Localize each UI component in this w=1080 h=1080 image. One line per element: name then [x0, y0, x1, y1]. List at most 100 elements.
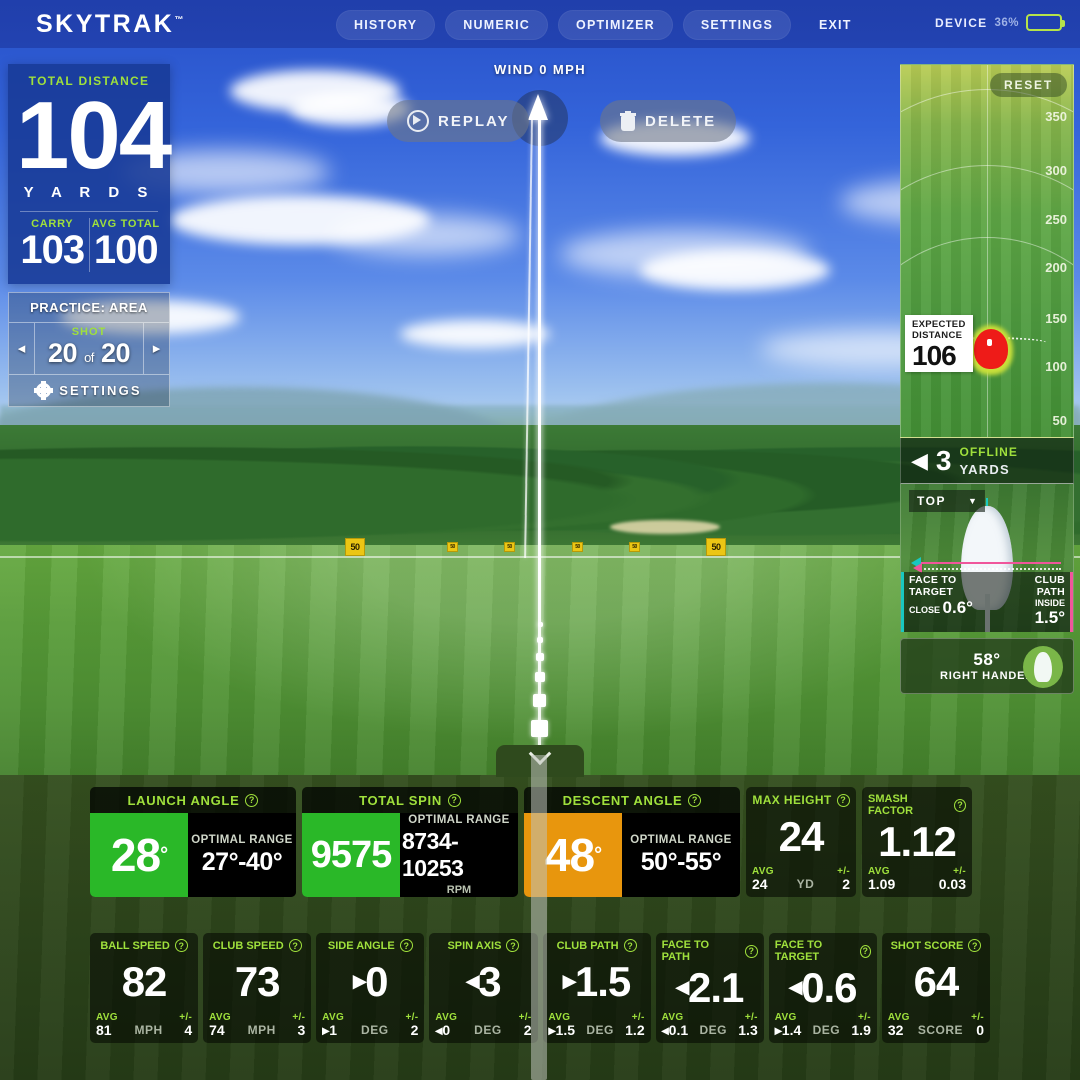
range-tick-250: 250 [1045, 212, 1067, 227]
practice-settings-button[interactable]: SETTINGS [9, 375, 169, 406]
divider [88, 218, 90, 272]
club-speed-label: CLUB SPEED [212, 939, 284, 952]
pm-block: +/- 0 [971, 1011, 984, 1039]
help-icon[interactable]: ? [447, 793, 461, 807]
bounce-dot [533, 694, 546, 707]
club-path-readout: CLUB PATH INSIDE 1.5° [1001, 572, 1073, 632]
direction-icon: ▸ [562, 965, 576, 996]
right-panel: 350 300 250 200 150 100 50 RESET EXPECTE… [900, 64, 1074, 694]
metric-card-side-angle[interactable]: SIDE ANGLE? ▸ 0 AVG ▸1 DEG +/- 2 [316, 933, 425, 1043]
help-icon[interactable]: ? [506, 939, 520, 952]
club-selection-card[interactable]: 58° RIGHT HANDED [900, 638, 1074, 694]
avg-direction-icon: ◂ [661, 1022, 669, 1039]
practice-mode-label: PRACTICE: AREA [9, 293, 169, 323]
club-path-dir: INSIDE [1034, 598, 1065, 608]
range-tick-200: 200 [1045, 260, 1067, 275]
yardage-marker: 50 [706, 538, 726, 556]
club-path-label: CLUB PATH [1034, 574, 1065, 598]
yardage-marker: 50 [345, 538, 365, 556]
vertical-scrollbar[interactable] [531, 755, 547, 1080]
replay-button[interactable]: REPLAY [387, 100, 530, 142]
metric-card-launch-angle[interactable]: LAUNCH ANGLE ? 28 ° OPTIMAL RANGE 27°-40° [90, 787, 296, 897]
device-label: DEVICE [934, 15, 988, 30]
face-to-path-footer: AVG ◂0.1 DEG +/- 1.3 [661, 1011, 758, 1039]
metric-card-total-spin[interactable]: TOTAL SPIN ? 9575 OPTIMAL RANGE 8734-102… [302, 787, 518, 897]
help-icon[interactable]: ? [399, 939, 413, 952]
club-path-header: CLUB PATH? [549, 937, 645, 952]
unit-label: DEG [474, 1023, 502, 1037]
shot-counter: SHOT 20 of 20 [35, 323, 143, 374]
dispersion-core [974, 329, 1008, 369]
yardage-marker: 50 [572, 542, 583, 552]
metric-card-club-path[interactable]: CLUB PATH? ▸ 1.5 AVG ▸1.5 DEG +/- 1.2 [542, 933, 651, 1043]
smash-factor-header: SMASH FACTOR ? [868, 791, 966, 817]
help-icon[interactable]: ? [953, 798, 966, 812]
club-view-select[interactable]: TOP ▼ [909, 490, 985, 512]
face-to-target-readout: FACE TO TARGET CLOSE 0.6° [901, 572, 1002, 632]
help-icon[interactable]: ? [174, 939, 188, 952]
dispersion-range-map[interactable]: 350 300 250 200 150 100 50 RESET EXPECTE… [900, 64, 1074, 438]
unit-label: DEG [586, 1023, 614, 1037]
help-icon[interactable]: ? [836, 793, 850, 807]
side-angle-label: SIDE ANGLE [327, 939, 395, 952]
reset-button[interactable]: RESET [989, 73, 1067, 97]
range-tick-300: 300 [1045, 163, 1067, 178]
club-path-value: INSIDE 1.5° [1034, 598, 1065, 627]
metric-card-face-to-path[interactable]: FACE TO PATH? ◂ 2.1 AVG ◂0.1 DEG +/- 1.3 [655, 933, 764, 1043]
help-icon[interactable]: ? [859, 944, 871, 958]
unit-label: MPH [134, 1023, 163, 1037]
metric-card-ball-speed[interactable]: BALL SPEED? 82 AVG 81 MPH +/- 4 [90, 933, 199, 1043]
help-icon[interactable]: ? [744, 944, 758, 958]
help-icon[interactable]: ? [968, 939, 982, 952]
max-height-label: MAX HEIGHT [752, 793, 832, 807]
metric-card-club-speed[interactable]: CLUB SPEED? 73 AVG 74 MPH +/- 3 [203, 933, 312, 1043]
shot-label: SHOT [71, 325, 107, 338]
club-speed-footer: AVG 74 MPH +/- 3 [209, 1012, 305, 1038]
bounce-dot [531, 720, 548, 737]
device-status[interactable]: DEVICE 36% [934, 14, 1065, 31]
metric-card-shot-score[interactable]: SHOT SCORE? 64 AVG 32 SCORE +/- 0 [881, 933, 990, 1043]
nav-numeric[interactable]: NUMERIC [445, 10, 549, 40]
help-icon[interactable]: ? [288, 939, 302, 952]
delete-button[interactable]: DELETE [600, 100, 737, 142]
avg-direction-icon: ▸ [322, 1022, 330, 1039]
total-distance-card: TOTAL DISTANCE 104 Y A R D S CARRY 103 A… [8, 64, 172, 284]
launch-angle-body: 28 ° OPTIMAL RANGE 27°-40° [90, 813, 296, 897]
range-tick-50: 50 [1052, 413, 1067, 428]
direction-icon: ▸ [353, 965, 366, 996]
metric-card-descent-angle[interactable]: DESCENT ANGLE ? 48 ° OPTIMAL RANGE 50°-55… [524, 787, 740, 897]
yardage-marker: 50 [629, 542, 640, 552]
metric-card-smash-factor[interactable]: SMASH FACTOR ? 1.12 AVG 1.09 +/- 0.03 [862, 787, 972, 897]
help-icon[interactable]: ? [688, 793, 702, 807]
help-icon[interactable]: ? [623, 939, 637, 952]
metric-card-max-height[interactable]: MAX HEIGHT ? 24 AVG 24 YD +/- 2 [746, 787, 856, 897]
nav-settings[interactable]: SETTINGS [682, 10, 791, 40]
club-loft: 58° [973, 650, 1001, 669]
battery-percent: 36% [994, 16, 1019, 29]
prev-shot-button[interactable]: ◂ [9, 322, 35, 374]
nav-optimizer[interactable]: OPTIMIZER [558, 10, 673, 40]
expected-label-line2: DISTANCE [912, 330, 963, 342]
nav-exit[interactable]: EXIT [818, 18, 852, 32]
optimal-range-unit: RPM [446, 884, 472, 896]
nav-history[interactable]: HISTORY [336, 10, 436, 40]
help-icon[interactable]: ? [245, 793, 259, 807]
club-impact-view[interactable]: TOP ▼ FACE TO TARGET CLOSE 0.6° CLUB PAT… [900, 484, 1074, 632]
optimal-range-label: OPTIMAL RANGE [408, 814, 510, 826]
pm-block: +/- 2 [405, 1011, 419, 1039]
face-to-target-label: FACE TO TARGET [909, 574, 957, 598]
shot-total: 20 [100, 337, 131, 368]
face-to-target-value: CLOSE 0.6° [909, 598, 973, 617]
offline-unit: YARDS [959, 461, 1010, 477]
total-distance-unit: Y A R D S [23, 184, 155, 202]
face-to-target-value: ◂ 0.6 [789, 963, 857, 1011]
avg-block: AVG ▸1.5 [548, 1011, 576, 1039]
face-to-target-footer: AVG ▸1.4 DEG +/- 1.9 [775, 1012, 871, 1038]
next-shot-button[interactable]: ▸ [143, 322, 169, 374]
metric-card-spin-axis[interactable]: SPIN AXIS? ◂ 3 AVG ◂0 DEG +/- 2 [429, 933, 538, 1043]
avg-block: AVG ◂0.1 [661, 1011, 689, 1039]
replay-label: REPLAY [438, 112, 510, 130]
direction-icon: ◂ [789, 970, 802, 1001]
metric-card-face-to-target[interactable]: FACE TO TARGET? ◂ 0.6 AVG ▸1.4 DEG +/- 1.9 [768, 933, 877, 1043]
unit-label: DEG [361, 1023, 389, 1037]
